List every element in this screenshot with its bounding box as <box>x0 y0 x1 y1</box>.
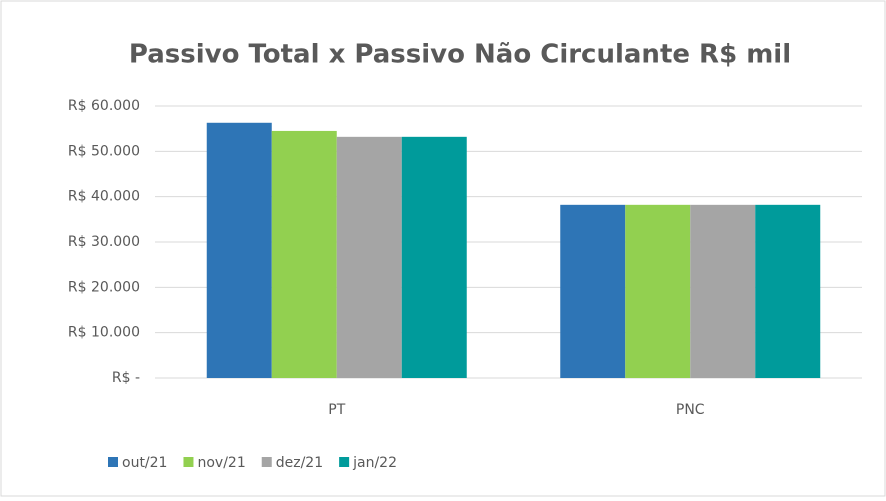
y-tick-label: R$ 10.000 <box>68 325 140 341</box>
bar <box>690 204 756 378</box>
bar <box>206 122 272 378</box>
legend-swatch <box>261 457 272 467</box>
legend-label: out/21 <box>122 455 167 471</box>
x-tick-label: PNC <box>676 402 705 418</box>
legend-swatch <box>108 457 118 467</box>
bar <box>560 204 626 378</box>
legend-label: nov/21 <box>197 455 245 471</box>
bar <box>625 204 691 378</box>
x-tick-label: PT <box>328 402 345 418</box>
legend-label: jan/22 <box>352 455 397 471</box>
bar <box>336 136 402 378</box>
legend-swatch <box>183 457 194 467</box>
legend-swatch <box>339 457 350 467</box>
y-tick-label: R$ 40.000 <box>68 189 140 205</box>
y-tick-label: R$ - <box>112 370 140 386</box>
chart-title: Passivo Total x Passivo Não Circulante R… <box>129 40 791 70</box>
bar <box>755 204 821 378</box>
y-tick-label: R$ 50.000 <box>68 143 140 159</box>
y-tick-label: R$ 30.000 <box>68 234 140 250</box>
legend-label: dez/21 <box>276 455 323 471</box>
bar <box>401 136 467 378</box>
bar <box>271 130 337 378</box>
y-tick-label: R$ 60.000 <box>68 98 140 114</box>
y-tick-label: R$ 20.000 <box>68 279 140 295</box>
